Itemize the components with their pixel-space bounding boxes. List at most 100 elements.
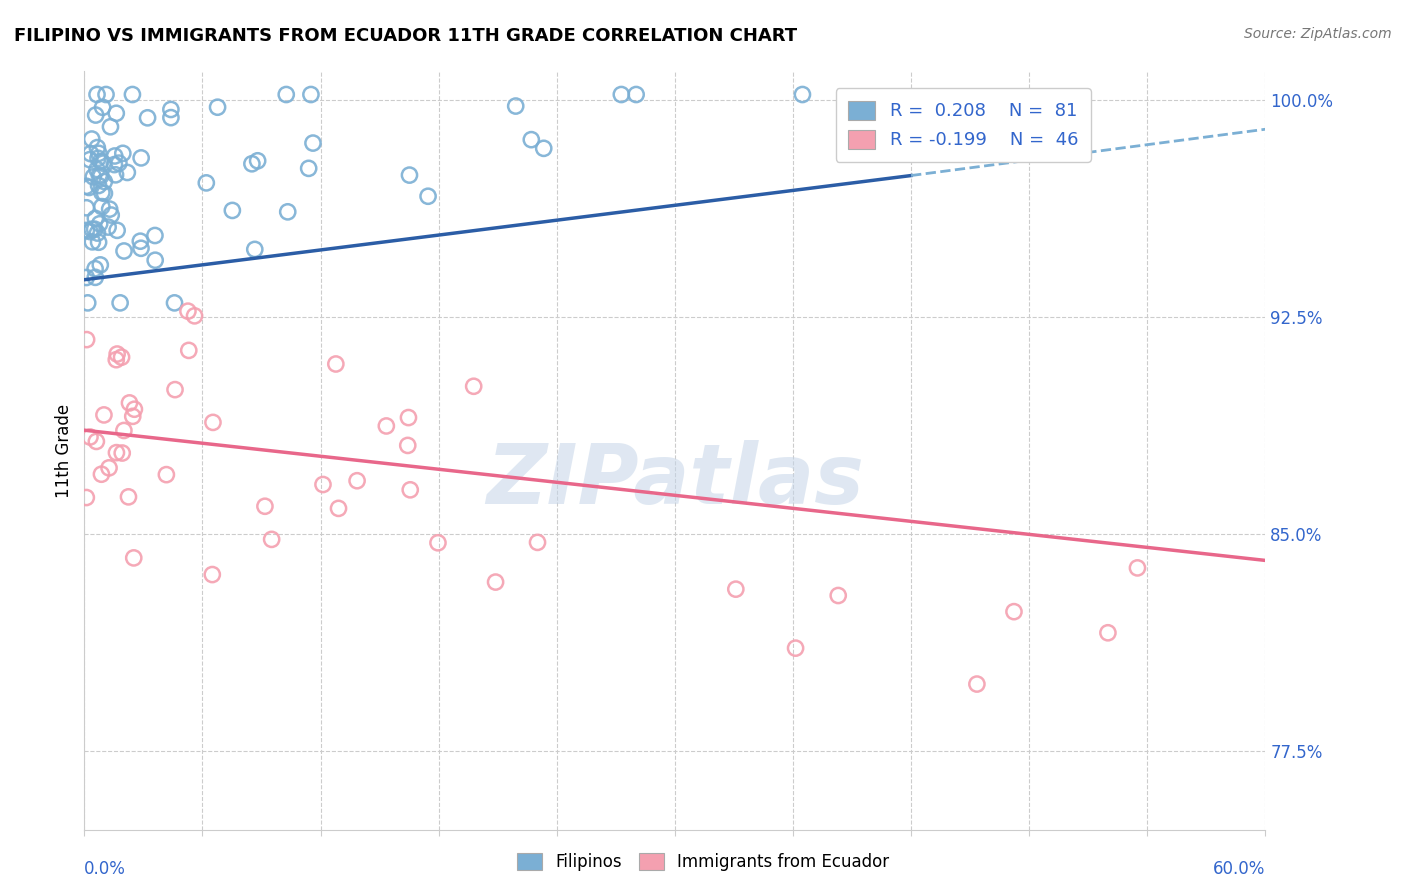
Point — [91, 156, 114, 170]
Point — [80, 132, 103, 146]
Point — [105, 352, 128, 367]
Point — [84, 261, 107, 276]
Point — [160, 111, 183, 125]
Point — [98, 202, 121, 216]
Point — [79, 146, 101, 161]
Point — [98, 460, 121, 475]
Point — [86, 162, 108, 177]
Point — [84, 108, 107, 122]
Point — [124, 402, 146, 417]
Point — [111, 146, 134, 161]
Point — [610, 87, 633, 102]
Point — [533, 141, 555, 155]
Point — [724, 582, 747, 597]
Point — [1126, 561, 1149, 575]
Point — [105, 445, 128, 459]
Point — [122, 550, 145, 565]
Point — [221, 203, 243, 218]
Point — [277, 204, 299, 219]
Point — [520, 133, 543, 147]
Point — [89, 258, 111, 272]
Point — [143, 253, 166, 268]
Point — [112, 424, 135, 438]
Point — [105, 347, 128, 361]
Point — [90, 186, 112, 200]
Point — [398, 168, 420, 182]
Point — [82, 235, 104, 249]
Point — [100, 120, 122, 134]
Point — [90, 169, 112, 183]
Point — [276, 87, 298, 102]
Point — [240, 157, 263, 171]
Point — [80, 222, 103, 236]
Point — [163, 296, 186, 310]
Point — [75, 270, 97, 285]
Point — [79, 225, 101, 239]
Point — [121, 87, 143, 102]
Point — [87, 146, 110, 161]
Point — [1002, 605, 1025, 619]
Text: 60.0%: 60.0% — [1213, 860, 1265, 878]
Point — [94, 87, 117, 102]
Point — [325, 357, 347, 371]
Legend: R =  0.208    N =  81, R = -0.199    N =  46: R = 0.208 N = 81, R = -0.199 N = 46 — [835, 88, 1091, 162]
Point — [396, 438, 419, 452]
Point — [76, 333, 98, 347]
Point — [103, 158, 125, 172]
Point — [75, 223, 97, 237]
Point — [129, 151, 152, 165]
Point — [312, 477, 335, 491]
Point — [260, 533, 283, 547]
Y-axis label: 11th Grade: 11th Grade — [55, 403, 73, 498]
Point — [82, 169, 104, 184]
Point — [97, 220, 120, 235]
Point — [90, 200, 112, 214]
Point — [129, 241, 152, 255]
Point — [89, 168, 111, 182]
Point — [108, 156, 131, 170]
Point — [91, 100, 114, 114]
Point — [155, 467, 177, 482]
Point — [75, 179, 97, 194]
Point — [117, 165, 139, 179]
Point — [1097, 625, 1119, 640]
Point — [427, 536, 450, 550]
Point — [75, 201, 97, 215]
Point — [785, 641, 807, 656]
Point — [183, 309, 205, 323]
Point — [163, 383, 186, 397]
Point — [87, 178, 110, 193]
Point — [624, 87, 647, 102]
Point — [484, 575, 506, 590]
Point — [79, 430, 101, 444]
Point — [207, 100, 229, 114]
Point — [86, 226, 108, 240]
Point — [111, 446, 134, 460]
Point — [104, 149, 127, 163]
Legend: Filipinos, Immigrants from Ecuador: Filipinos, Immigrants from Ecuador — [509, 845, 897, 880]
Point — [118, 396, 141, 410]
Point — [75, 491, 97, 505]
Point — [792, 87, 814, 102]
Text: 0.0%: 0.0% — [84, 860, 127, 878]
Point — [346, 474, 368, 488]
Point — [299, 87, 322, 102]
Point — [87, 235, 110, 250]
Point — [177, 304, 200, 318]
Point — [398, 410, 420, 425]
Point — [89, 217, 111, 231]
Point — [104, 168, 127, 182]
Point — [253, 500, 276, 514]
Point — [117, 490, 139, 504]
Point — [143, 228, 166, 243]
Point — [93, 175, 115, 189]
Point — [129, 234, 152, 248]
Point — [77, 180, 100, 194]
Point — [76, 296, 98, 310]
Point — [201, 416, 224, 430]
Point — [827, 589, 849, 603]
Point — [505, 99, 527, 113]
Point — [83, 222, 105, 236]
Point — [108, 296, 131, 310]
Point — [86, 140, 108, 154]
